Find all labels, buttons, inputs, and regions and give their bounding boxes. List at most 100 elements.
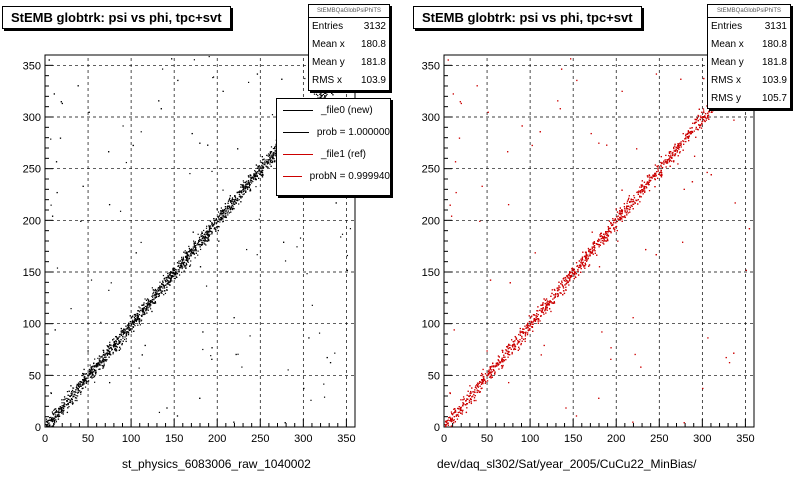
scatter-point — [255, 172, 258, 175]
scatter-point — [112, 344, 114, 347]
scatter-point — [240, 183, 242, 186]
scatter-point — [234, 198, 237, 201]
scatter-point — [254, 174, 256, 176]
scatter-point — [90, 366, 92, 368]
scatter-point — [81, 374, 83, 377]
scatter-point — [185, 264, 188, 266]
scatter-point — [329, 362, 332, 364]
scatter-point — [184, 250, 186, 252]
scatter-point — [120, 333, 122, 335]
scatter-point — [120, 332, 122, 334]
scatter-point — [220, 217, 223, 219]
scatter-point — [114, 343, 116, 345]
scatter-point — [115, 348, 118, 350]
scatter-point — [230, 201, 232, 203]
scatter-point — [51, 419, 53, 421]
scatter-point — [275, 154, 277, 157]
scatter-point — [127, 328, 129, 330]
scatter-point — [72, 387, 75, 389]
scatter-point — [235, 202, 237, 204]
scatter-point — [153, 302, 155, 305]
scatter-point — [229, 199, 231, 202]
scatter-point — [118, 342, 120, 344]
scatter-point — [81, 387, 83, 390]
scatter-point — [115, 344, 117, 346]
scatter-point — [214, 230, 217, 232]
scatter-point — [242, 187, 245, 189]
scatter-point — [256, 73, 259, 75]
y-tick-label: 300 — [23, 112, 41, 124]
scatter-point — [81, 381, 83, 383]
scatter-point — [80, 220, 82, 222]
scatter-point — [105, 356, 107, 358]
scatter-point — [271, 156, 273, 158]
scatter-point — [54, 412, 56, 414]
scatter-point — [226, 271, 228, 273]
scatter-point — [272, 152, 274, 154]
scatter-point — [79, 385, 81, 387]
scatter-point — [137, 310, 139, 312]
scatter-point — [92, 371, 94, 373]
scatter-point — [204, 231, 207, 233]
scatter-point — [222, 212, 224, 214]
scatter-point — [105, 352, 108, 354]
scatter-point — [233, 201, 235, 204]
scatter-point — [89, 369, 91, 371]
scatter-point — [184, 252, 186, 254]
scatter-point — [105, 360, 107, 362]
scatter-point — [164, 279, 166, 282]
scatter-point — [103, 364, 105, 367]
scatter-point — [89, 374, 91, 376]
scatter-point — [132, 320, 135, 323]
scatter-point — [75, 394, 77, 397]
scatter-point — [198, 238, 201, 240]
scatter-point — [85, 379, 87, 382]
scatter-point — [57, 414, 59, 416]
scatter-point — [229, 207, 232, 209]
scatter-point — [60, 409, 63, 412]
scatter-point — [59, 406, 61, 408]
scatter-point — [256, 172, 258, 174]
scatter-point — [111, 348, 113, 350]
scatter-point — [49, 417, 51, 419]
scatter-point — [322, 93, 325, 96]
scatter-point — [213, 223, 215, 226]
scatter-point — [53, 409, 55, 411]
scatter-point — [218, 240, 220, 242]
scatter-point — [228, 205, 230, 207]
scatter-point — [83, 382, 85, 385]
scatter-point — [250, 177, 252, 179]
scatter-point — [216, 222, 218, 224]
scatter-point — [256, 175, 258, 177]
scatter-point — [113, 346, 115, 348]
scatter-point — [113, 345, 115, 347]
scatter-point — [273, 151, 275, 154]
scatter-point — [106, 349, 109, 351]
scatter-point — [171, 271, 173, 273]
scatter-point — [168, 272, 170, 274]
scatter-point — [188, 251, 190, 253]
scatter-point — [243, 181, 245, 184]
scatter-point — [107, 352, 109, 354]
scatter-point — [85, 382, 87, 384]
scatter-point — [185, 251, 188, 253]
scatter-point — [92, 372, 94, 374]
scatter-point — [332, 94, 334, 96]
scatter-point — [204, 239, 206, 241]
scatter-point — [219, 214, 221, 216]
scatter-point — [60, 408, 63, 410]
scatter-point — [223, 214, 225, 216]
scatter-point — [147, 299, 150, 301]
scatter-point — [120, 339, 122, 341]
scatter-point — [120, 330, 122, 332]
scatter-point — [162, 284, 164, 286]
scatter-point — [186, 256, 188, 258]
scatter-point — [199, 248, 202, 251]
scatter-point — [138, 319, 140, 321]
scatter-point — [113, 338, 115, 340]
scatter-point — [103, 359, 105, 361]
scatter-point — [74, 397, 77, 399]
scatter-point — [143, 313, 145, 315]
scatter-point — [215, 218, 218, 221]
scatter-point — [204, 236, 206, 238]
